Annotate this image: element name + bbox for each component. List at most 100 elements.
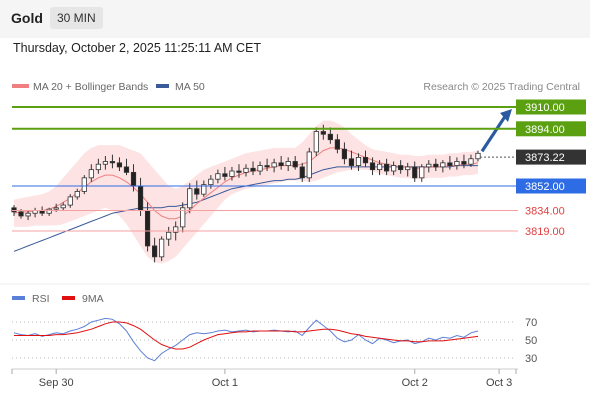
ma50-legend-label: MA 50 (175, 81, 205, 93)
candle-body (468, 158, 474, 165)
candle (180, 202, 186, 233)
candle-body (271, 162, 277, 168)
candle-body (250, 167, 256, 172)
candle (405, 162, 411, 177)
candle-body (137, 185, 144, 211)
candle-body (25, 212, 31, 217)
candle (320, 124, 326, 140)
candle-body (130, 171, 137, 187)
candle-body (201, 184, 207, 195)
candle (426, 160, 432, 173)
candle-body (426, 163, 432, 168)
candle-body (53, 207, 59, 210)
rsi-tick-label: 30 (525, 353, 537, 365)
candle (222, 166, 228, 181)
candle (362, 150, 369, 167)
candle-body (306, 151, 312, 179)
candle (334, 134, 340, 154)
candle (243, 164, 249, 177)
pivot-label-box (516, 178, 586, 194)
candle-body (391, 165, 397, 172)
candle-body (46, 208, 52, 214)
candle-body (123, 166, 130, 173)
rsi-ma-line (14, 321, 479, 350)
candle (25, 210, 31, 221)
candle-body (166, 231, 172, 240)
rsi-ma-legend-label: 9MA (82, 293, 104, 305)
ma50-legend-swatch (156, 84, 169, 88)
candle-body (116, 162, 123, 168)
candle-body (60, 204, 66, 209)
candle (278, 156, 284, 170)
candle-body (362, 156, 369, 164)
rsi-ma-legend-swatch (62, 296, 75, 300)
timestamp: Thursday, October 2, 2025 11:25:11 AM CE… (13, 41, 262, 55)
support-label: 3819.00 (525, 226, 565, 238)
candle-body (334, 139, 340, 150)
price-levels: 3910.00 3894.00 3873.22 3852.00 3834.00 3819.… (12, 99, 586, 238)
candle-body (327, 133, 333, 141)
candle-body (369, 162, 376, 171)
candle (215, 169, 221, 184)
candle (292, 156, 298, 170)
target-label-box (516, 121, 586, 137)
candle (46, 207, 52, 216)
candle-body (461, 161, 467, 165)
candle (475, 150, 481, 162)
candle (327, 127, 333, 144)
candle (398, 160, 404, 174)
candle-body (313, 131, 319, 153)
candle (341, 142, 348, 165)
candle-body (285, 161, 291, 166)
candle (369, 157, 376, 176)
current-label-box (516, 149, 586, 165)
candle-body (299, 166, 305, 179)
candle (67, 194, 73, 208)
candle (461, 154, 467, 169)
candle (116, 157, 123, 172)
rsi-tick-label: 70 (525, 317, 537, 329)
rsi-plot: 70 50 30 (12, 317, 537, 365)
target-label: 3910.00 (525, 102, 565, 114)
candle-body (194, 188, 200, 195)
candle (412, 161, 418, 182)
candle (152, 237, 158, 263)
ma20-legend-label: MA 20 + Bollinger Bands (33, 81, 148, 93)
candle-body (236, 170, 242, 173)
candle-body (18, 211, 24, 217)
candle-body (320, 131, 326, 135)
rsi-legend-swatch (12, 296, 25, 300)
candle-body (208, 178, 214, 186)
candle-body (95, 163, 101, 171)
candle (306, 147, 312, 182)
timeframe-button[interactable]: 30 MIN (50, 7, 103, 29)
candle-body (376, 163, 383, 171)
candle (159, 236, 165, 261)
candle (454, 157, 460, 170)
candle-body (355, 156, 362, 166)
candle (391, 161, 397, 176)
main-legend: MA 20 + Bollinger Bands MA 50 Research ©… (12, 81, 580, 93)
candle (355, 153, 362, 172)
candle-body (159, 238, 165, 258)
candle-body (74, 191, 80, 198)
candle-body (447, 162, 453, 166)
rsi-legend-label: RSI (32, 293, 50, 305)
candle-body (88, 169, 94, 179)
candle-body (454, 161, 460, 166)
candle-body (229, 170, 235, 177)
rsi-tick-label: 50 (525, 335, 537, 347)
candle-body (278, 162, 284, 166)
candle-body (152, 245, 158, 258)
pivot-label: 3852.00 (525, 181, 565, 193)
candle (201, 180, 207, 197)
candle-body (264, 165, 270, 168)
bollinger-band (14, 120, 478, 264)
candle (194, 180, 200, 200)
projection-arrow-head (500, 109, 512, 122)
candle (166, 226, 172, 246)
candle (433, 158, 439, 172)
candle-body (257, 165, 263, 172)
candle (285, 157, 291, 172)
